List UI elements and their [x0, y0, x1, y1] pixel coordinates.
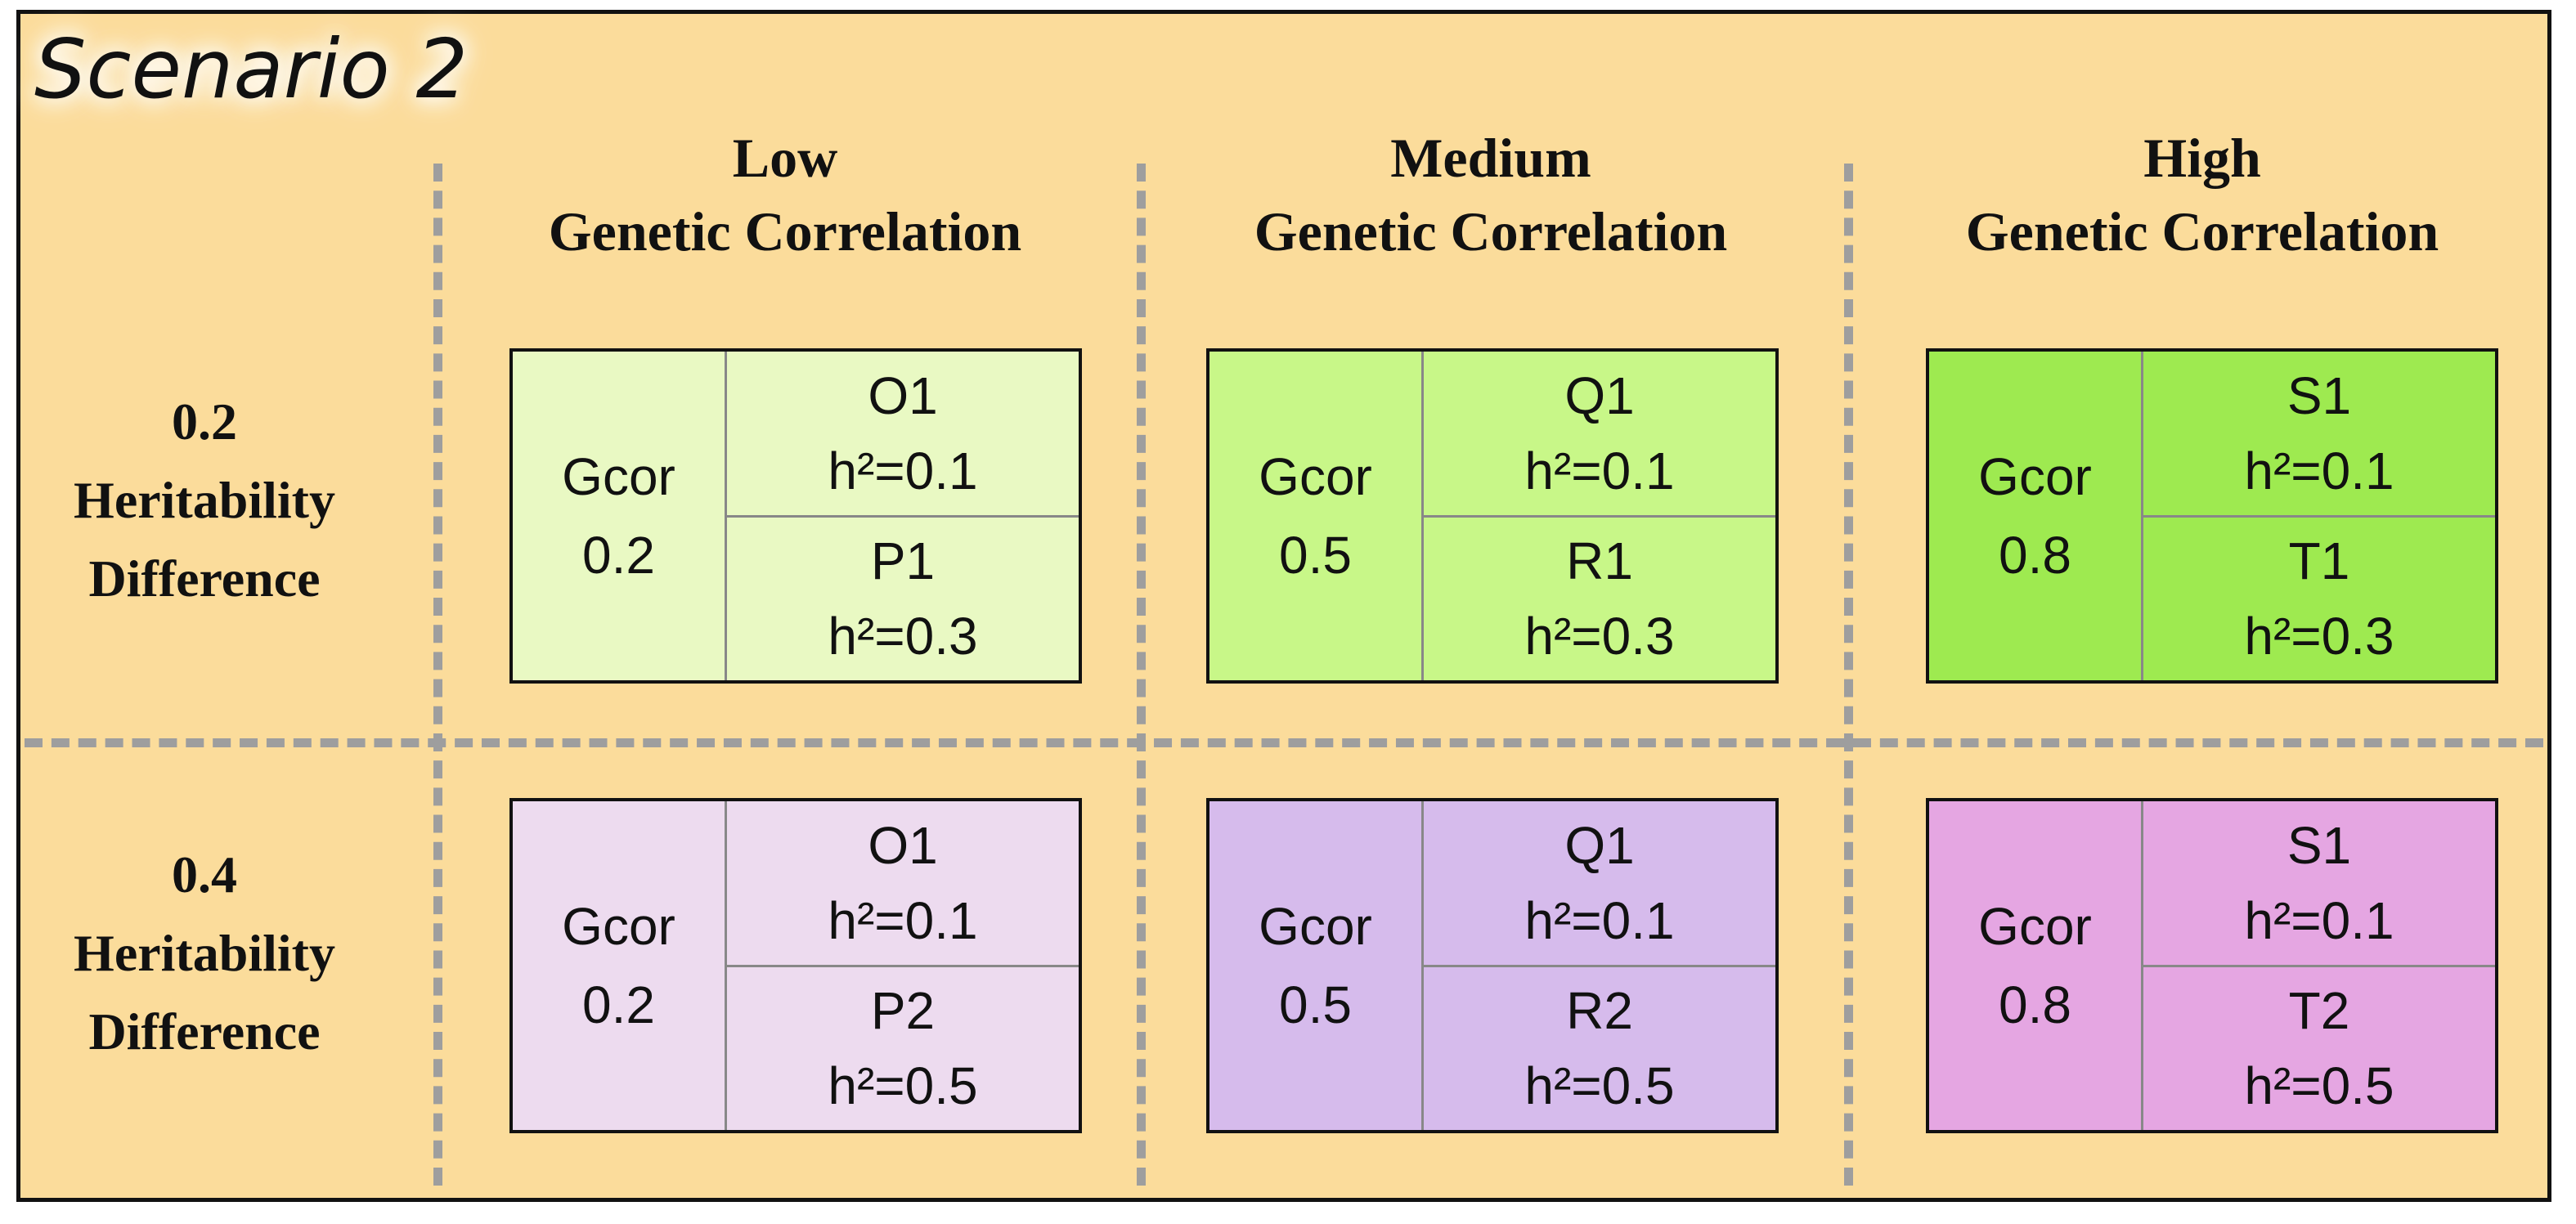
column-header-line1: Medium — [1390, 127, 1591, 189]
column-header-line2: Genetic Correlation — [1254, 200, 1728, 262]
trait-heritability: h²=0.1 — [2244, 441, 2394, 500]
trait-bottom: T2 h²=0.5 — [2143, 964, 2495, 1131]
trait-name: O1 — [868, 365, 938, 425]
trait-top: O1 h²=0.1 — [727, 801, 1079, 965]
trait-name: Q1 — [1564, 815, 1635, 875]
gcor-label: Gcor — [562, 897, 675, 956]
trait-bottom: T1 h²=0.3 — [2143, 514, 2495, 681]
trait-pairs: O1 h²=0.1 P2 h²=0.5 — [727, 801, 1079, 1130]
divider-horizontal — [25, 738, 2543, 747]
row-header-line3: Difference — [88, 1002, 321, 1060]
trait-bottom: P1 h²=0.3 — [727, 514, 1079, 681]
trait-name: S1 — [2287, 365, 2352, 425]
scenario-box-low-0-4: Gcor 0.2 O1 h²=0.1 P2 h²=0.5 — [509, 798, 1082, 1133]
column-header-line1: High — [2143, 127, 2261, 189]
gcor-block: Gcor 0.8 — [1929, 801, 2143, 1130]
column-header-line2: Genetic Correlation — [548, 200, 1022, 262]
scenario-title: Scenario 2 — [34, 21, 469, 117]
gcor-value: 0.5 — [1279, 526, 1352, 585]
trait-heritability: h²=0.3 — [1524, 607, 1675, 666]
trait-name: T2 — [2288, 981, 2350, 1041]
gcor-block: Gcor 0.2 — [513, 352, 727, 680]
scenario-box-high-0-4: Gcor 0.8 S1 h²=0.1 T2 h²=0.5 — [1926, 798, 2498, 1133]
column-header-low: Low Genetic Correlation — [491, 121, 1079, 268]
trait-pairs: Q1 h²=0.1 R1 h²=0.3 — [1424, 352, 1775, 680]
row-header-0-4: 0.4 Heritability Difference — [25, 836, 384, 1071]
trait-pairs: O1 h²=0.1 P1 h²=0.3 — [727, 352, 1079, 680]
trait-name: R2 — [1566, 981, 1633, 1041]
scenario-box-high-0-2: Gcor 0.8 S1 h²=0.1 T1 h²=0.3 — [1926, 348, 2498, 684]
trait-heritability: h²=0.1 — [1524, 441, 1675, 500]
column-header-medium: Medium Genetic Correlation — [1196, 121, 1785, 268]
trait-name: P1 — [870, 531, 936, 591]
trait-top: S1 h²=0.1 — [2143, 801, 2495, 965]
trait-top: Q1 h²=0.1 — [1424, 801, 1775, 965]
column-header-high: High Genetic Correlation — [1908, 121, 2497, 268]
trait-name: Q1 — [1564, 365, 1635, 425]
gcor-value: 0.2 — [582, 975, 655, 1034]
trait-heritability: h²=0.3 — [828, 607, 978, 666]
gcor-label: Gcor — [1259, 447, 1372, 506]
divider-vertical-3 — [1844, 164, 1853, 1186]
trait-heritability: h²=0.3 — [2244, 607, 2394, 666]
gcor-value: 0.8 — [1999, 526, 2071, 585]
trait-heritability: h²=0.1 — [828, 890, 978, 950]
gcor-block: Gcor 0.2 — [513, 801, 727, 1130]
divider-vertical-1 — [433, 164, 442, 1186]
trait-bottom: R1 h²=0.3 — [1424, 514, 1775, 681]
column-header-line2: Genetic Correlation — [1965, 200, 2439, 262]
trait-heritability: h²=0.5 — [828, 1056, 978, 1116]
trait-name: O1 — [868, 815, 938, 875]
scenario-box-medium-0-4: Gcor 0.5 Q1 h²=0.1 R2 h²=0.5 — [1206, 798, 1779, 1133]
gcor-value: 0.8 — [1999, 975, 2071, 1034]
row-header-0-2: 0.2 Heritability Difference — [25, 383, 384, 618]
column-header-line1: Low — [732, 127, 838, 189]
trait-heritability: h²=0.1 — [1524, 890, 1675, 950]
scenario-box-medium-0-2: Gcor 0.5 Q1 h²=0.1 R1 h²=0.3 — [1206, 348, 1779, 684]
row-header-value: 0.2 — [172, 392, 237, 451]
trait-top: Q1 h²=0.1 — [1424, 352, 1775, 515]
trait-top: S1 h²=0.1 — [2143, 352, 2495, 515]
trait-bottom: R2 h²=0.5 — [1424, 964, 1775, 1131]
trait-name: P2 — [870, 981, 936, 1041]
gcor-label: Gcor — [1259, 897, 1372, 956]
trait-heritability: h²=0.1 — [2244, 890, 2394, 950]
trait-name: S1 — [2287, 815, 2352, 875]
trait-heritability: h²=0.5 — [2244, 1056, 2394, 1116]
trait-name: R1 — [1566, 531, 1633, 591]
gcor-value: 0.2 — [582, 526, 655, 585]
gcor-label: Gcor — [1978, 447, 2092, 506]
gcor-block: Gcor 0.8 — [1929, 352, 2143, 680]
trait-pairs: S1 h²=0.1 T1 h²=0.3 — [2143, 352, 2495, 680]
row-header-line2: Heritability — [74, 924, 335, 982]
gcor-label: Gcor — [1978, 897, 2092, 956]
trait-pairs: Q1 h²=0.1 R2 h²=0.5 — [1424, 801, 1775, 1130]
gcor-block: Gcor 0.5 — [1209, 801, 1424, 1130]
trait-heritability: h²=0.5 — [1524, 1056, 1675, 1116]
gcor-block: Gcor 0.5 — [1209, 352, 1424, 680]
trait-heritability: h²=0.1 — [828, 441, 978, 500]
trait-pairs: S1 h²=0.1 T2 h²=0.5 — [2143, 801, 2495, 1130]
scenario-box-low-0-2: Gcor 0.2 O1 h²=0.1 P1 h²=0.3 — [509, 348, 1082, 684]
gcor-label: Gcor — [562, 447, 675, 506]
gcor-value: 0.5 — [1279, 975, 1352, 1034]
row-header-line3: Difference — [88, 549, 321, 608]
trait-bottom: P2 h²=0.5 — [727, 964, 1079, 1131]
divider-vertical-2 — [1137, 164, 1146, 1186]
row-header-line2: Heritability — [74, 471, 335, 529]
row-header-value: 0.4 — [172, 845, 237, 903]
trait-name: T1 — [2288, 531, 2350, 591]
trait-top: O1 h²=0.1 — [727, 352, 1079, 515]
